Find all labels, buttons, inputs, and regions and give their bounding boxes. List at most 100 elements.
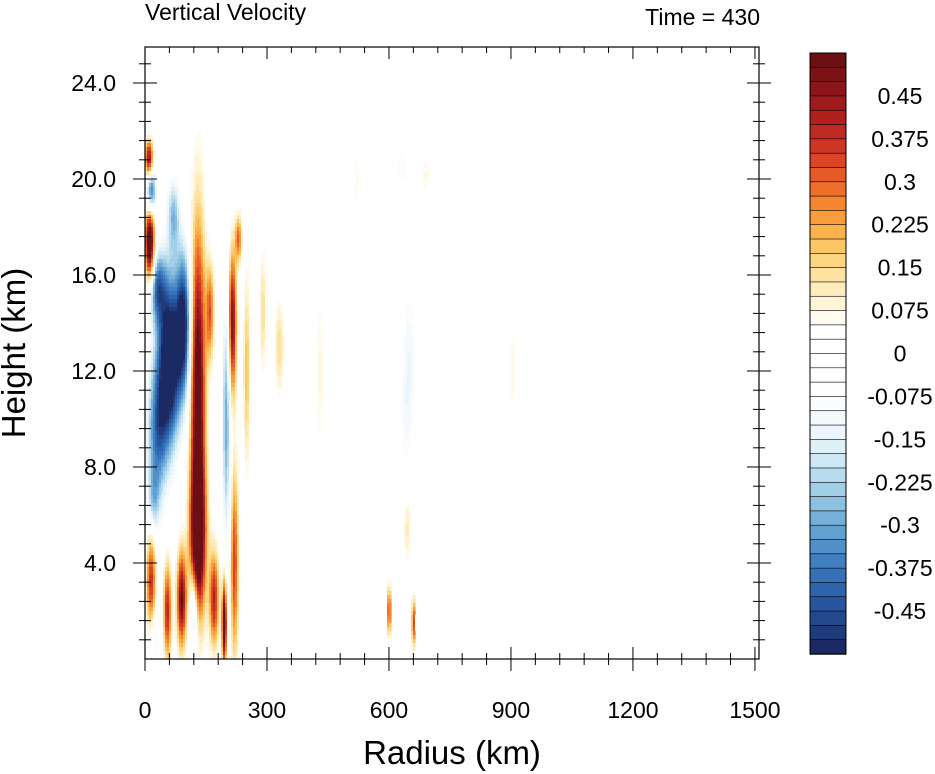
- field-cell: [195, 219, 198, 224]
- field-cell: [157, 299, 160, 304]
- field-cell: [155, 479, 158, 484]
- field-cell: [195, 303, 198, 308]
- field-cell: [225, 467, 228, 472]
- field-cell: [197, 447, 200, 452]
- field-cell: [161, 303, 164, 308]
- field-cell: [145, 419, 148, 424]
- field-cell: [145, 151, 148, 156]
- field-cell: [207, 255, 210, 260]
- field-cell: [173, 387, 176, 392]
- field-cell: [291, 435, 294, 440]
- field-cell: [185, 251, 188, 256]
- field-cell: [401, 371, 404, 376]
- field-cell: [315, 323, 318, 328]
- field-cell: [155, 411, 158, 416]
- field-cell: [299, 447, 302, 452]
- field-cell: [187, 475, 190, 480]
- field-cell: [205, 331, 208, 336]
- field-cell: [421, 183, 424, 188]
- field-cell: [167, 339, 170, 344]
- field-cell: [199, 259, 202, 264]
- field-cell: [161, 243, 164, 248]
- field-cell: [165, 219, 168, 224]
- field-cell: [151, 231, 154, 236]
- field-cell: [209, 407, 212, 412]
- field-cell: [417, 335, 420, 340]
- field-cell: [243, 307, 246, 312]
- field-cell: [401, 319, 404, 324]
- field-cell: [415, 287, 418, 292]
- field-cell: [243, 263, 246, 268]
- field-cell: [231, 203, 234, 208]
- field-cell: [509, 343, 512, 348]
- field-cell: [159, 303, 162, 308]
- field-cell: [155, 267, 158, 272]
- field-cell: [277, 327, 280, 332]
- field-cell: [207, 327, 210, 332]
- field-cell: [187, 359, 190, 364]
- field-cell: [237, 307, 240, 312]
- field-cell: [405, 471, 408, 476]
- field-cell: [399, 171, 402, 176]
- field-cell: [163, 471, 166, 476]
- field-cell: [161, 459, 164, 464]
- field-cell: [199, 395, 202, 400]
- field-cell: [167, 307, 170, 312]
- field-cell: [423, 171, 426, 176]
- field-cell: [411, 407, 414, 412]
- field-cell: [203, 451, 206, 456]
- field-cell: [149, 259, 152, 264]
- field-cell: [197, 187, 200, 192]
- field-cell: [229, 459, 232, 464]
- field-cell: [195, 367, 198, 372]
- field-cell: [161, 311, 164, 316]
- field-cell: [401, 407, 404, 412]
- field-cell: [241, 379, 244, 384]
- field-cell: [513, 311, 516, 316]
- field-cell: [151, 267, 154, 272]
- field-cell: [233, 287, 236, 292]
- field-cell: [155, 375, 158, 380]
- field-cell: [191, 459, 194, 464]
- field-cell: [165, 379, 168, 384]
- field-cell: [405, 323, 408, 328]
- field-cell: [221, 463, 224, 468]
- field-cell: [227, 303, 230, 308]
- field-cell: [169, 427, 172, 432]
- field-cell: [173, 167, 176, 172]
- field-cell: [153, 307, 156, 312]
- field-cell: [199, 171, 202, 176]
- field-cell: [407, 295, 410, 300]
- field-cell: [151, 319, 154, 324]
- field-cell: [211, 339, 214, 344]
- field-cell: [191, 395, 194, 400]
- field-cell: [263, 235, 266, 240]
- field-cell: [195, 223, 198, 228]
- field-cell: [145, 447, 148, 452]
- field-cell: [279, 375, 282, 380]
- field-cell: [237, 439, 240, 444]
- field-cell: [185, 371, 188, 376]
- field-cell: [201, 147, 204, 152]
- field-cell: [205, 411, 208, 416]
- field-cell: [203, 139, 206, 144]
- field-cell: [221, 435, 224, 440]
- field-cell: [291, 447, 294, 452]
- field-cell: [243, 471, 246, 476]
- field-cell: [355, 171, 358, 176]
- field-cell: [175, 279, 178, 284]
- field-cell: [203, 255, 206, 260]
- field-cell: [155, 227, 158, 232]
- field-cell: [511, 403, 514, 408]
- field-cell: [191, 159, 194, 164]
- field-cell: [193, 199, 196, 204]
- field-cell: [203, 415, 206, 420]
- field-cell: [203, 467, 206, 472]
- field-cell: [191, 155, 194, 160]
- field-cell: [415, 363, 418, 368]
- field-cell: [161, 251, 164, 256]
- field-cell: [165, 479, 168, 484]
- field-cell: [317, 287, 320, 292]
- field-cell: [173, 275, 176, 280]
- field-cell: [185, 327, 188, 332]
